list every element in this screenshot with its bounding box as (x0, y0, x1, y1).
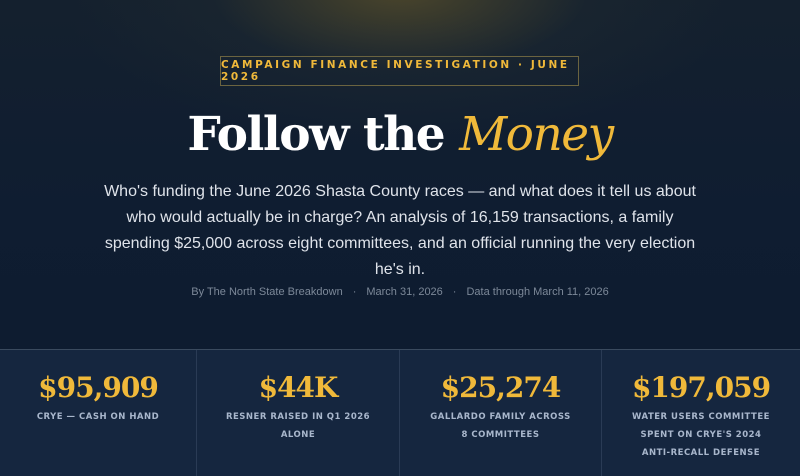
stat-label: RESNER RAISED IN Q1 2026 ALONE (225, 412, 371, 440)
description: Who's funding the June 2026 Shasta Count… (104, 183, 696, 278)
byline-author: By The North State Breakdown (191, 286, 343, 298)
byline-data-note: Data through March 11, 2026 (466, 286, 609, 298)
separator: · (452, 286, 457, 298)
separator: · (352, 286, 357, 298)
hero-section: CAMPAIGN FINANCE INVESTIGATION · JUNE 20… (0, 0, 800, 349)
stat-label: WATER USERS COMMITTEE SPENT ON CRYE'S 20… (632, 412, 770, 458)
title-main: Follow the (187, 107, 460, 162)
stat-card: $25,274 GALLARDO FAMILY ACROSS 8 COMMITTE… (400, 350, 602, 476)
stat-label: GALLARDO FAMILY ACROSS 8 COMMITTEES (430, 412, 571, 440)
byline: By The North State Breakdown · March 31, 2… (0, 286, 800, 298)
page-title: Follow the Money (0, 106, 800, 164)
stat-value: $44K (258, 371, 339, 404)
stat-value: $25,274 (440, 371, 562, 404)
kicker-badge: CAMPAIGN FINANCE INVESTIGATION · JUNE 20… (220, 56, 579, 86)
title-accent: Money (459, 107, 614, 162)
stat-label: CRYE — CASH ON HAND (36, 412, 160, 422)
stat-card: $197,059 WATER USERS COMMITTEE SPENT ON C… (602, 350, 800, 476)
stat-card: $44K RESNER RAISED IN Q1 2026 ALONE (197, 350, 400, 476)
stat-value: $95,909 (38, 371, 159, 404)
stat-card: $95,909 CRYE — CASH ON HAND (0, 350, 197, 476)
stats-band: $95,909 CRYE — CASH ON HAND $44K RESNER RA… (0, 349, 800, 476)
byline-date: March 31, 2026 (366, 286, 443, 298)
stat-value: $197,059 (631, 371, 771, 404)
